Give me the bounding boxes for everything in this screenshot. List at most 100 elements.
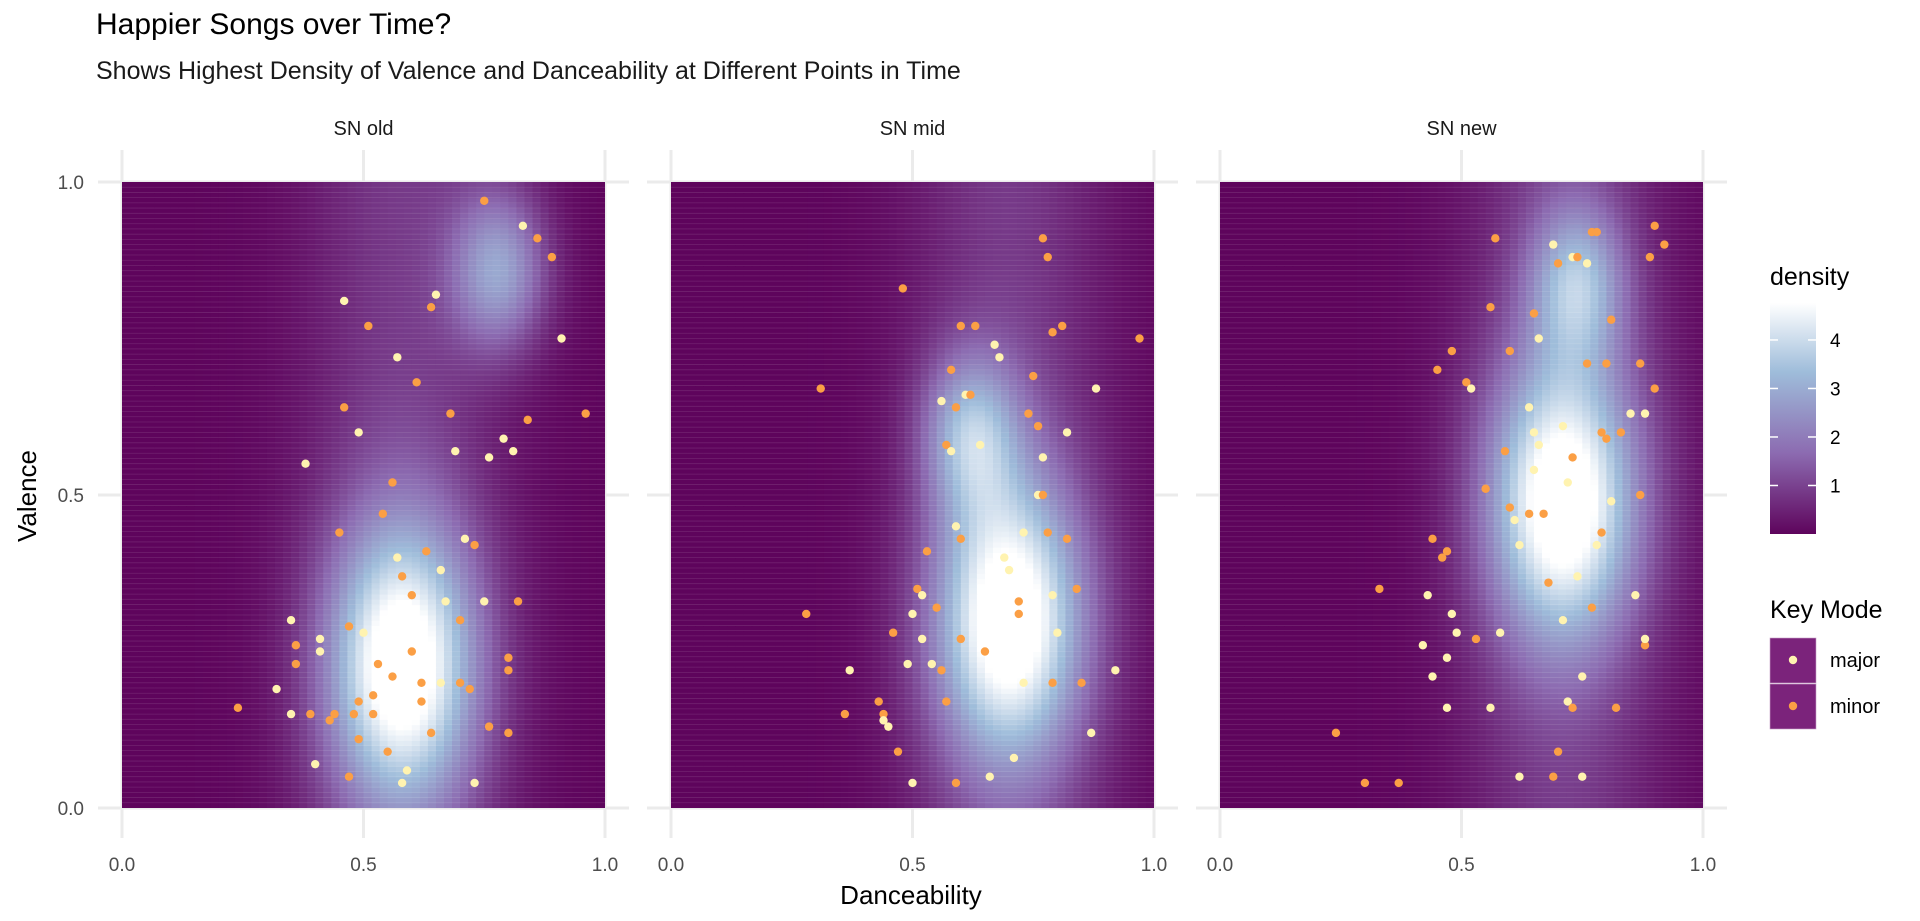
density-cell xyxy=(524,755,534,762)
density-cell xyxy=(331,729,340,736)
density-cell xyxy=(202,661,212,668)
density-cell xyxy=(564,385,574,392)
density-cell xyxy=(427,651,437,658)
density-cell xyxy=(452,588,461,595)
density-cell xyxy=(307,390,316,397)
density-cell xyxy=(218,641,228,647)
density-cell xyxy=(403,620,413,627)
density-cell xyxy=(274,734,284,741)
density-cell xyxy=(283,489,292,496)
density-cell xyxy=(508,541,518,548)
density-cell xyxy=(556,521,566,527)
density-cell xyxy=(532,677,542,684)
density-cell xyxy=(154,620,163,627)
density-cell xyxy=(500,495,509,501)
density-cell xyxy=(218,495,228,501)
density-cell xyxy=(540,557,550,564)
density-cell xyxy=(250,625,260,632)
density-cell xyxy=(323,489,332,496)
density-cell xyxy=(291,766,300,773)
density-cell xyxy=(186,468,196,475)
density-cell xyxy=(476,489,485,496)
density-cell xyxy=(476,421,485,428)
density-cell xyxy=(274,541,284,548)
density-cell xyxy=(452,395,461,402)
density-cell xyxy=(154,406,163,413)
density-cell xyxy=(572,557,582,564)
density-cell xyxy=(202,609,212,616)
density-cell xyxy=(283,651,292,658)
density-cell xyxy=(146,797,155,804)
density-cell xyxy=(339,385,348,392)
density-cell xyxy=(331,484,340,491)
density-cell xyxy=(154,688,163,694)
density-cell xyxy=(556,714,566,720)
density-cell xyxy=(556,531,566,538)
density-cell xyxy=(363,380,373,387)
density-cell xyxy=(331,421,340,428)
density-cell xyxy=(226,573,236,580)
density-cell xyxy=(411,656,421,663)
density-cell xyxy=(419,740,429,746)
density-cell xyxy=(411,802,421,808)
density-cell xyxy=(572,609,582,616)
density-cell xyxy=(492,536,501,543)
density-cell xyxy=(194,703,204,710)
density-cell xyxy=(331,787,340,793)
density-cell xyxy=(202,635,212,642)
density-cell xyxy=(468,620,477,627)
density-cell xyxy=(492,380,501,387)
density-cell xyxy=(452,521,461,527)
density-cell xyxy=(427,781,437,788)
density-cell xyxy=(242,578,252,585)
density-cell xyxy=(387,635,397,642)
density-cell xyxy=(476,375,485,381)
density-cell xyxy=(226,667,236,673)
density-cell xyxy=(138,390,147,397)
density-cell xyxy=(492,802,501,808)
density-cell xyxy=(548,688,558,694)
density-cell xyxy=(395,724,405,731)
density-cell xyxy=(500,682,509,689)
density-cell xyxy=(468,625,477,632)
density-cell xyxy=(178,781,187,788)
density-cell xyxy=(371,380,381,387)
density-cell xyxy=(524,500,534,507)
density-cell xyxy=(170,562,179,569)
density-cell xyxy=(194,641,204,647)
density-cell xyxy=(444,787,453,793)
density-cell xyxy=(355,573,365,580)
density-cell xyxy=(371,802,381,808)
density-cell xyxy=(283,468,292,475)
density-cell xyxy=(210,708,220,715)
density-cell xyxy=(452,688,461,694)
density-cell xyxy=(444,489,453,496)
density-cell xyxy=(339,693,348,700)
density-cell xyxy=(162,380,171,387)
density-cell xyxy=(500,500,509,507)
density-cell xyxy=(435,656,445,663)
density-cell xyxy=(355,531,365,538)
density-cell xyxy=(363,588,373,595)
density-cell xyxy=(411,761,421,767)
density-cell xyxy=(524,682,534,689)
density-cell xyxy=(299,536,308,543)
density-cell xyxy=(170,385,179,392)
density-cell xyxy=(315,510,324,517)
density-cell xyxy=(299,729,308,736)
density-cell xyxy=(435,578,445,585)
density-cell xyxy=(363,536,373,543)
density-cell xyxy=(250,771,260,778)
density-cell xyxy=(548,401,558,407)
density-cell xyxy=(427,375,437,381)
density-cell xyxy=(588,406,598,413)
density-cell xyxy=(234,609,244,616)
density-cell xyxy=(572,630,582,637)
density-cell xyxy=(258,625,268,632)
density-cell xyxy=(395,395,405,402)
density-cell xyxy=(548,698,558,705)
density-cell xyxy=(154,547,163,553)
density-cell xyxy=(476,380,485,387)
density-cell xyxy=(162,745,171,752)
density-cell xyxy=(508,797,518,804)
